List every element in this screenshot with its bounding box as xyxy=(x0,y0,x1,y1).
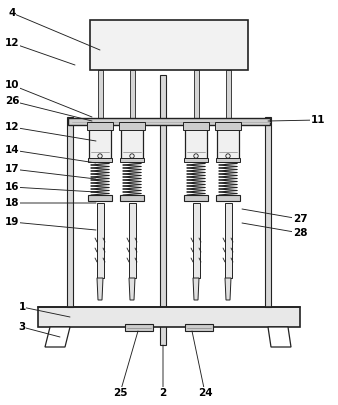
Bar xyxy=(216,195,240,201)
Bar xyxy=(160,75,166,345)
Polygon shape xyxy=(45,327,70,347)
Bar xyxy=(38,307,300,327)
Bar xyxy=(130,70,135,118)
Bar xyxy=(265,117,271,307)
Bar xyxy=(120,158,144,162)
Bar xyxy=(226,70,231,118)
Polygon shape xyxy=(97,278,103,300)
Bar xyxy=(68,118,270,125)
Text: 17: 17 xyxy=(5,164,19,174)
Text: 3: 3 xyxy=(18,322,26,332)
Bar xyxy=(193,203,200,278)
Polygon shape xyxy=(225,278,231,300)
Bar xyxy=(129,203,136,278)
Bar xyxy=(98,70,103,118)
Bar xyxy=(121,125,143,160)
Bar xyxy=(125,324,153,331)
Text: 19: 19 xyxy=(5,217,19,227)
Text: 10: 10 xyxy=(5,80,19,90)
Text: 1: 1 xyxy=(18,302,26,312)
Bar xyxy=(185,125,207,160)
Text: 28: 28 xyxy=(293,228,307,238)
Bar xyxy=(119,122,145,130)
Bar xyxy=(225,203,232,278)
Bar xyxy=(216,158,240,162)
Text: 12: 12 xyxy=(5,38,19,48)
Text: 16: 16 xyxy=(5,182,19,192)
Text: 14: 14 xyxy=(5,145,19,155)
Text: 26: 26 xyxy=(5,96,19,106)
Bar xyxy=(194,70,199,118)
Bar xyxy=(184,158,208,162)
Bar xyxy=(120,195,144,201)
Text: 27: 27 xyxy=(293,214,307,224)
Bar xyxy=(90,20,248,70)
Text: 12: 12 xyxy=(5,122,19,132)
Bar xyxy=(87,122,113,130)
Polygon shape xyxy=(268,327,291,347)
Text: 11: 11 xyxy=(311,115,325,125)
Text: 24: 24 xyxy=(198,388,212,398)
Bar xyxy=(88,158,112,162)
Bar xyxy=(97,203,104,278)
Bar xyxy=(88,195,112,201)
Bar xyxy=(184,195,208,201)
Polygon shape xyxy=(193,278,199,300)
Bar xyxy=(215,122,241,130)
Bar xyxy=(67,117,73,307)
Bar xyxy=(217,125,239,160)
Bar xyxy=(183,122,209,130)
Text: 4: 4 xyxy=(8,8,16,18)
Text: 25: 25 xyxy=(113,388,127,398)
Text: 18: 18 xyxy=(5,198,19,208)
Bar xyxy=(185,324,213,331)
Text: 2: 2 xyxy=(160,388,167,398)
Polygon shape xyxy=(129,278,135,300)
Bar xyxy=(89,125,111,160)
